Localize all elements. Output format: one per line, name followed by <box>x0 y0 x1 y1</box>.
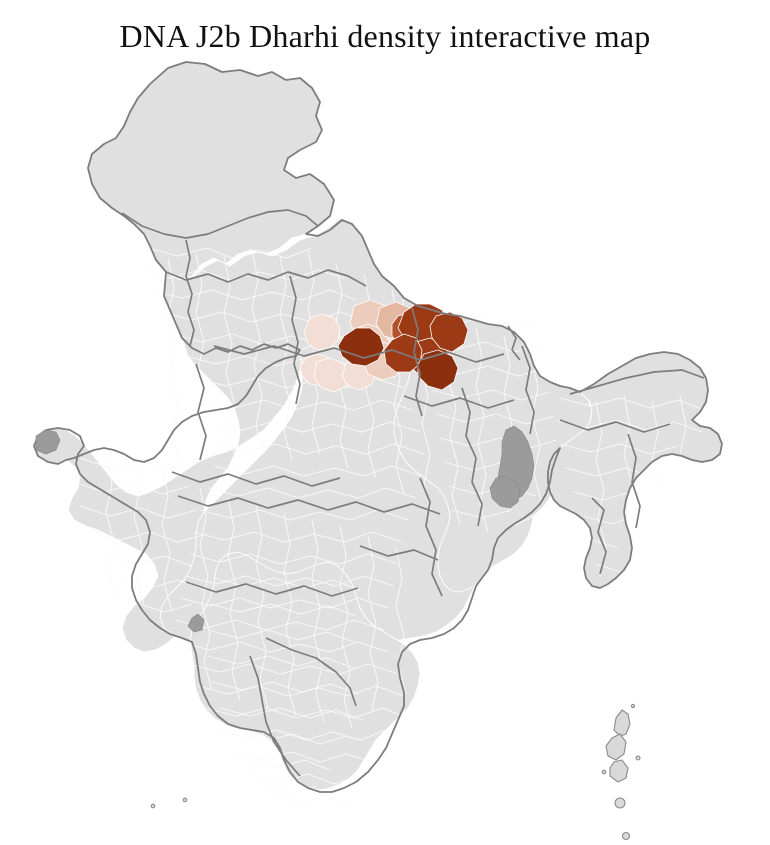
lakshadweep-islet-a <box>150 803 156 809</box>
india-outline <box>34 62 722 792</box>
dense-district-cluster-group <box>35 425 535 633</box>
state-border-himachal-uk <box>166 270 366 286</box>
andaman-islet-small-b <box>601 769 607 775</box>
map-canvas[interactable] <box>0 58 770 845</box>
state-border-up-mp <box>214 346 504 362</box>
state-boundary-overlay <box>34 62 722 792</box>
highlight-district-l[interactable] <box>304 314 340 350</box>
state-border-sikkim <box>508 326 520 360</box>
state-border-jk <box>122 210 318 238</box>
state-border-rajasthan-up <box>290 276 300 404</box>
state-border-maharashtra-karnataka <box>186 582 358 596</box>
andaman-islet-small-c <box>630 703 636 709</box>
andaman-island-middle <box>605 733 627 761</box>
state-border-bihar-jharkhand <box>404 396 514 408</box>
state-border-karnataka-tn <box>266 638 356 706</box>
dense-cluster-kutch-tip <box>35 429 61 455</box>
dense-cluster-goa <box>187 613 205 633</box>
region-south-peninsula[interactable] <box>189 551 421 791</box>
state-border-assam-meghalaya <box>560 420 670 432</box>
state-border-kerala-tn <box>250 656 300 776</box>
andaman-island-south <box>609 759 629 783</box>
state-border-mp-maharashtra <box>178 496 440 514</box>
nicobar-island-mid <box>621 831 631 841</box>
andaman-islet-small-a <box>635 755 641 761</box>
state-border-ap-telangana <box>360 546 438 560</box>
state-border-chhattisgarh-odisha <box>420 478 442 596</box>
page-title: DNA J2b Dharhi density interactive map <box>119 18 651 54</box>
state-border-mizoram-tripura <box>592 498 606 574</box>
state-border-jharkhand-wb <box>462 388 482 526</box>
state-border-assam-arunachal <box>570 370 704 394</box>
highlight-district-e[interactable] <box>384 334 422 372</box>
highlight-district-a[interactable] <box>338 328 384 366</box>
lakshadweep-islet-b <box>182 797 188 803</box>
state-border-bihar-up <box>412 308 422 416</box>
state-border-gujarat-mp <box>172 472 340 486</box>
state-border-wb-assam <box>522 346 534 434</box>
state-border-punjab-haryana <box>186 240 194 346</box>
highlighted-districts-group[interactable] <box>300 300 468 392</box>
map-landmass-group <box>33 61 723 805</box>
dense-cluster-sundarbans <box>489 475 521 509</box>
state-border-nagaland-manipur <box>628 434 640 528</box>
highlight-district-n[interactable] <box>314 358 350 392</box>
state-border-mp-rajasthan <box>196 364 206 460</box>
nicobar-island-car <box>614 797 626 809</box>
island-group <box>150 703 641 841</box>
india-district-choropleth-map[interactable] <box>0 58 770 845</box>
andaman-island-north <box>613 709 631 737</box>
